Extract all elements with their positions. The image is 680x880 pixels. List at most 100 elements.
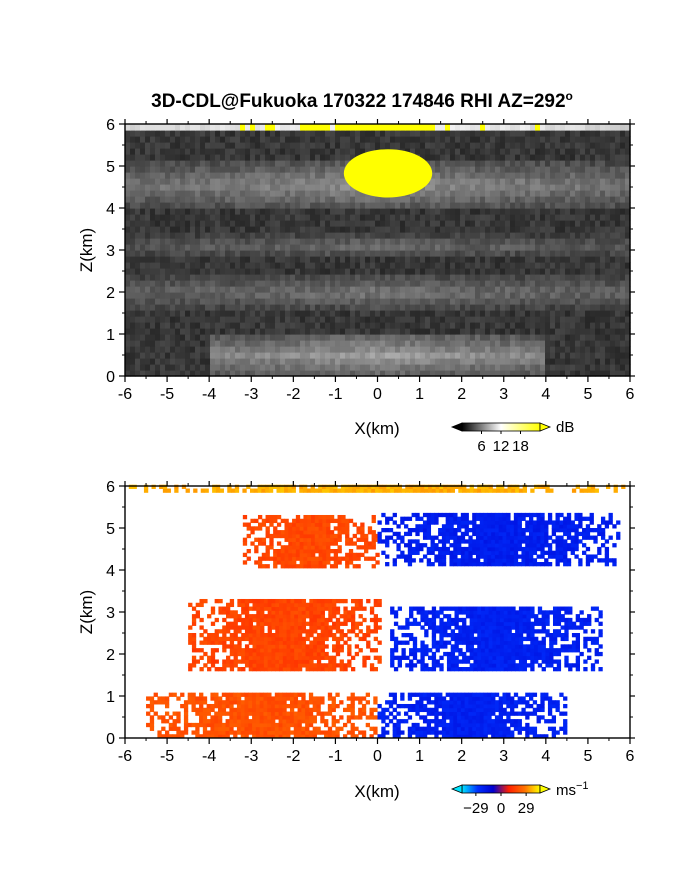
reflectivity-cell bbox=[525, 346, 531, 353]
reflectivity-cell bbox=[495, 172, 501, 179]
reflectivity-cell bbox=[430, 244, 436, 251]
reflectivity-cell bbox=[325, 262, 331, 269]
reflectivity-cell bbox=[460, 334, 466, 341]
reflectivity-cell bbox=[335, 136, 341, 143]
reflectivity-cell bbox=[175, 364, 181, 371]
reflectivity-cell bbox=[470, 274, 476, 281]
reflectivity-cell bbox=[255, 280, 261, 287]
reflectivity-cell bbox=[605, 298, 611, 305]
reflectivity-cell bbox=[385, 370, 391, 377]
reflectivity-cell bbox=[615, 154, 621, 161]
velocity-cell bbox=[246, 533, 251, 539]
reflectivity-cell bbox=[295, 268, 301, 275]
velocity-cell bbox=[404, 543, 409, 548]
reflectivity-cell bbox=[185, 358, 191, 365]
reflectivity-cell bbox=[360, 136, 366, 143]
reflectivity-cell bbox=[485, 322, 491, 329]
reflectivity-cell bbox=[230, 286, 236, 293]
reflectivity-cell bbox=[310, 172, 316, 179]
velocity-cell bbox=[525, 539, 530, 544]
reflectivity-cell bbox=[575, 322, 581, 329]
reflectivity-cell bbox=[310, 346, 316, 353]
reflectivity-cell bbox=[265, 256, 271, 263]
reflectivity-cell bbox=[430, 148, 436, 155]
reflectivity-cell bbox=[490, 130, 496, 137]
reflectivity-cell bbox=[300, 268, 306, 275]
reflectivity-cell bbox=[130, 232, 136, 239]
reflectivity-cell bbox=[400, 250, 406, 257]
velocity-cell bbox=[295, 533, 301, 539]
reflectivity-cell bbox=[225, 370, 231, 377]
reflectivity-cell bbox=[250, 202, 256, 209]
reflectivity-cell bbox=[370, 334, 376, 341]
reflectivity-cell bbox=[385, 226, 391, 233]
reflectivity-cell bbox=[595, 280, 601, 287]
reflectivity-cell bbox=[270, 262, 276, 269]
reflectivity-cell bbox=[420, 280, 426, 287]
reflectivity-cell bbox=[520, 136, 526, 143]
reflectivity-cell bbox=[295, 124, 301, 131]
velocity-cell bbox=[314, 518, 320, 524]
reflectivity-cell bbox=[625, 202, 631, 209]
reflectivity-cell bbox=[345, 250, 351, 257]
reflectivity-cell bbox=[175, 346, 181, 353]
reflectivity-cell bbox=[190, 322, 196, 329]
reflectivity-cell bbox=[180, 256, 186, 263]
reflectivity-cell bbox=[245, 370, 251, 377]
reflectivity-cell bbox=[405, 292, 411, 299]
reflectivity-cell bbox=[220, 160, 226, 167]
reflectivity-cell bbox=[480, 340, 486, 347]
reflectivity-cell bbox=[330, 214, 336, 221]
reflectivity-cell bbox=[545, 268, 551, 275]
reflectivity-cell bbox=[245, 166, 251, 173]
reflectivity-cell bbox=[150, 250, 156, 257]
reflectivity-cell bbox=[270, 250, 276, 257]
reflectivity-cell bbox=[490, 292, 496, 299]
reflectivity-cell bbox=[535, 352, 541, 359]
reflectivity-cell bbox=[320, 328, 326, 335]
reflectivity-cell bbox=[555, 280, 561, 287]
velocity-cell bbox=[333, 526, 339, 531]
reflectivity-cell bbox=[450, 154, 456, 161]
reflectivity-cell bbox=[325, 340, 331, 347]
reflectivity-cell bbox=[550, 148, 556, 155]
reflectivity-cell bbox=[125, 130, 131, 137]
reflectivity-cell bbox=[185, 316, 191, 323]
reflectivity-cell bbox=[170, 190, 176, 197]
velocity-cell bbox=[540, 543, 545, 548]
reflectivity-cell bbox=[310, 226, 316, 233]
x-tick-label: 5 bbox=[583, 386, 592, 403]
reflectivity-cell bbox=[325, 334, 331, 341]
reflectivity-cell bbox=[500, 310, 506, 317]
reflectivity-cell bbox=[440, 208, 446, 215]
reflectivity-cell bbox=[600, 172, 606, 179]
reflectivity-cell bbox=[230, 220, 236, 227]
reflectivity-cell bbox=[545, 352, 551, 359]
reflectivity-cell bbox=[385, 130, 391, 137]
reflectivity-cell bbox=[310, 136, 316, 143]
reflectivity-cell bbox=[440, 340, 446, 347]
reflectivity-cell bbox=[625, 346, 631, 353]
reflectivity-cell bbox=[190, 166, 196, 173]
velocity-cell bbox=[415, 550, 420, 555]
reflectivity-cell bbox=[230, 358, 236, 365]
reflectivity-cell bbox=[280, 370, 286, 377]
reflectivity-cell bbox=[125, 166, 131, 173]
reflectivity-cell bbox=[125, 316, 131, 323]
reflectivity-cell bbox=[585, 196, 591, 203]
velocity-cell bbox=[276, 530, 282, 535]
reflectivity-cell bbox=[230, 268, 236, 275]
reflectivity-cell bbox=[135, 328, 141, 335]
reflectivity-cell bbox=[505, 310, 511, 317]
reflectivity-cell bbox=[585, 130, 591, 137]
velocity-cell bbox=[453, 543, 458, 548]
reflectivity-cell bbox=[170, 142, 176, 149]
reflectivity-cell bbox=[130, 214, 136, 221]
reflectivity-cell bbox=[165, 226, 171, 233]
reflectivity-cell bbox=[315, 262, 321, 269]
reflectivity-cell bbox=[250, 268, 256, 275]
reflectivity-cell bbox=[545, 322, 551, 329]
reflectivity-cell bbox=[345, 340, 351, 347]
reflectivity-cell bbox=[510, 364, 516, 371]
reflectivity-cell bbox=[230, 364, 236, 371]
